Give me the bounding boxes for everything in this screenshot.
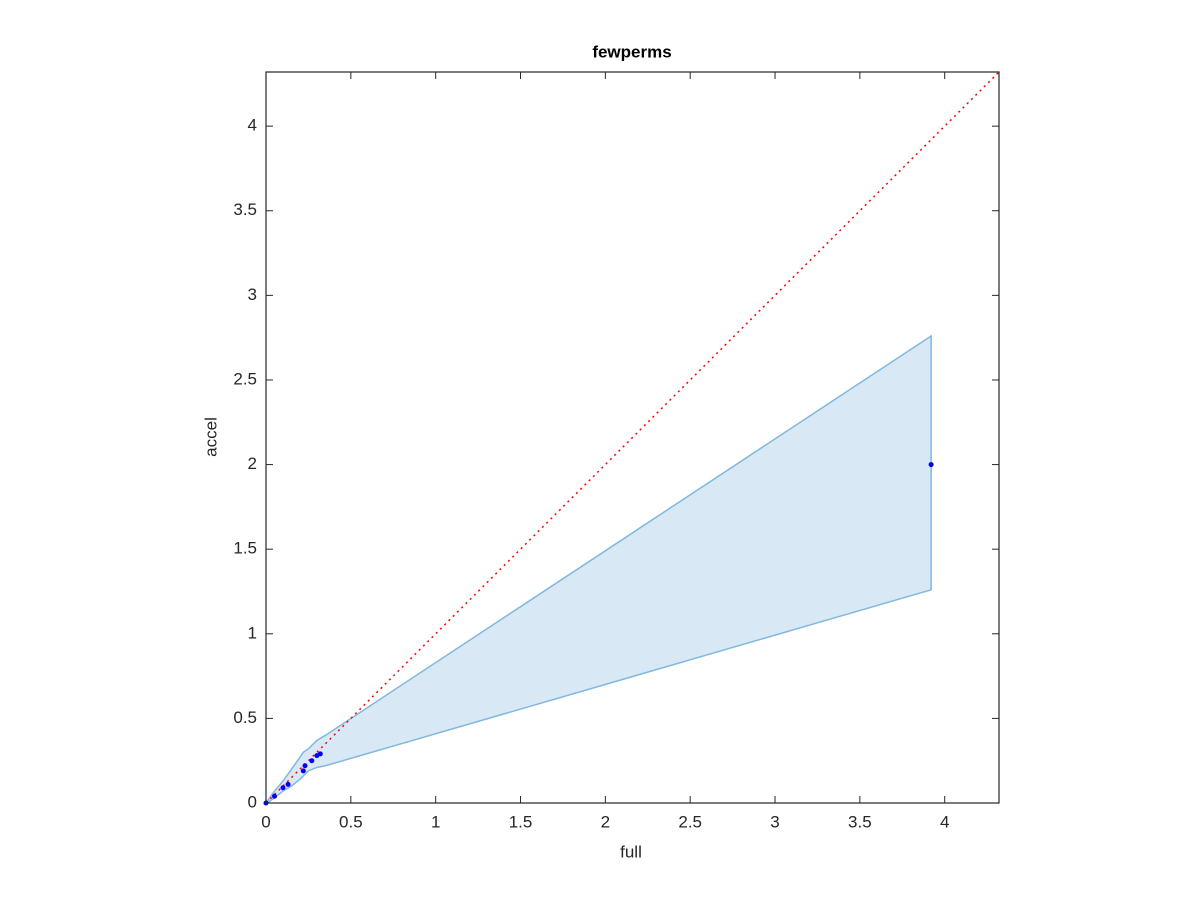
y-tick-label: 3.5 (233, 200, 257, 219)
point (928, 462, 934, 468)
point (280, 785, 286, 791)
y-tick-label: 0 (248, 792, 257, 811)
x-tick-label: 2 (601, 812, 610, 831)
axes-box (265, 71, 1000, 804)
point (309, 758, 315, 764)
x-tick-label: 0 (261, 812, 270, 831)
x-tick-label: 0.5 (339, 812, 363, 831)
reference-line (265, 71, 1000, 804)
x-axis-label: full (620, 842, 642, 861)
point (302, 763, 308, 769)
x-tick-label: 1 (431, 812, 440, 831)
y-axis-label: accel (201, 417, 220, 457)
x-tick-label: 3 (770, 812, 779, 831)
x-tick-label: 1.5 (509, 812, 533, 831)
y-tick-label: 4 (248, 116, 257, 135)
chart-title: fewperms (592, 42, 671, 61)
x-tick-label: 4 (940, 812, 949, 831)
y-tick-label: 0.5 (233, 708, 257, 727)
y-tick-label: 1.5 (233, 539, 257, 558)
x-tick-label: 3.5 (848, 812, 872, 831)
y-tick-label: 3 (248, 285, 257, 304)
y-tick-label: 2.5 (233, 369, 257, 388)
point (285, 781, 291, 787)
point (317, 751, 323, 757)
point (271, 793, 277, 799)
x-tick-label: 2.5 (678, 812, 702, 831)
y-tick-label: 2 (248, 454, 257, 473)
point (300, 768, 306, 774)
y-tick-label: 1 (248, 623, 257, 642)
